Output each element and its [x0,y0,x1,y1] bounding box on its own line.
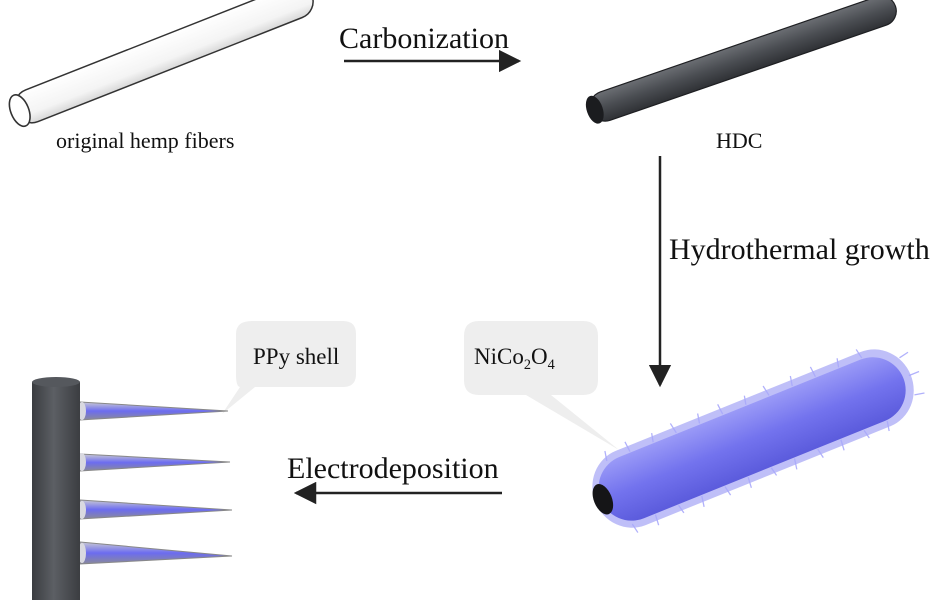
nanowire-spike [78,541,233,565]
electrodeposition-label: Electrodeposition [287,452,499,485]
nanowire-spike [78,499,233,520]
nico2o4-label: NiCo2O4 [474,344,555,373]
ppy-shell-label: PPy shell [253,344,340,369]
hydrothermal-growth-label: Hydrothermal growth [669,233,930,266]
nanowire-spike [78,401,229,421]
nico2o4-callout-bubble [464,321,619,450]
carbon-post [32,382,80,600]
hemp-fibers-label: original hemp fibers [56,128,235,153]
nico2o4-fiber-icon [592,349,925,533]
ppy-coated-fiber-icon [32,377,233,600]
carbonization-label: Carbonization [339,22,509,55]
hdc-label: HDC [716,128,763,153]
hdc-fiber-icon [585,0,897,124]
hemp-fiber-icon [8,0,314,128]
ppy-callout-bubble [222,321,356,414]
nanowire-spike [78,453,231,472]
